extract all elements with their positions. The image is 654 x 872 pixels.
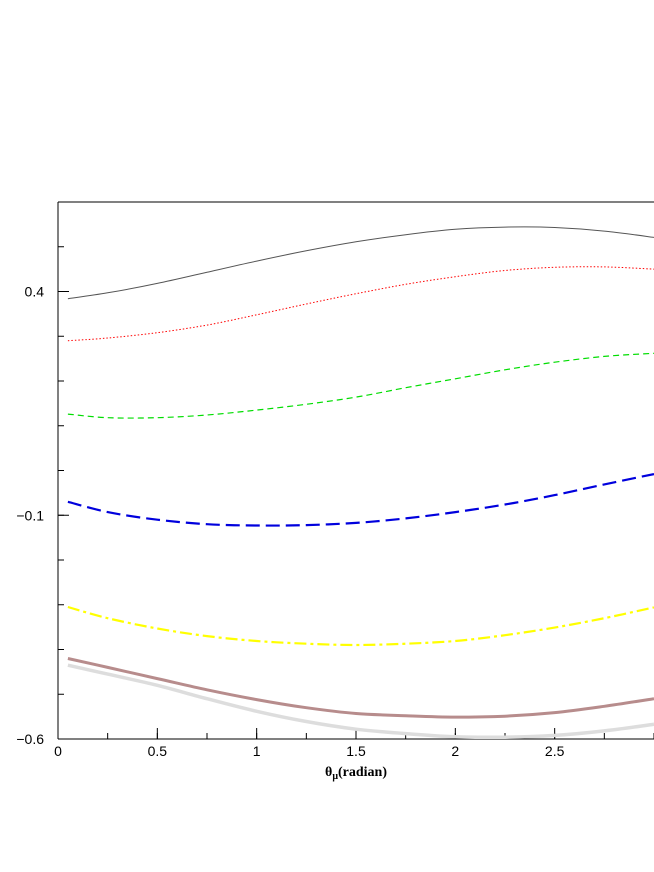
series-group — [67, 226, 654, 739]
x-tick-label: 2.5 — [545, 743, 565, 759]
plot-frame — [57, 201, 654, 740]
axis-ticks: 0.4 −0.1 −0.6 0 0.5 1 1.5 2 2.5 — [16, 201, 654, 759]
x-tick-label: 1 — [253, 743, 261, 759]
x-tick-label: 0 — [54, 743, 62, 759]
series-line-2 — [67, 266, 654, 342]
y-tick-label: −0.1 — [16, 507, 44, 523]
x-tick-label: 1.5 — [346, 743, 366, 759]
series-line-1 — [67, 226, 654, 300]
series-line-7 — [67, 663, 654, 739]
x-axis-title: θμ(radian) — [325, 765, 387, 782]
series-line-3 — [67, 352, 654, 419]
y-tick-label: 0.4 — [25, 284, 45, 300]
y-tick-label: −0.6 — [16, 731, 44, 747]
series-line-6 — [67, 657, 654, 719]
x-tick-label: 2 — [451, 743, 459, 759]
x-tick-label: 0.5 — [148, 743, 168, 759]
series-line-5 — [67, 605, 654, 647]
series-line-4 — [67, 473, 654, 527]
